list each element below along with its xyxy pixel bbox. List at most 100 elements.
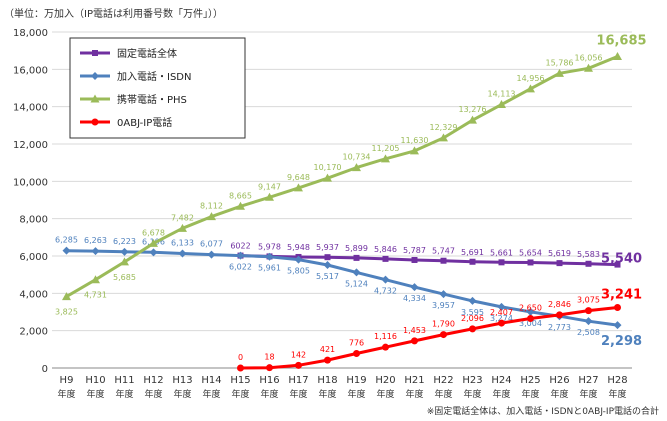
data-label: 6,263 bbox=[84, 236, 107, 245]
x-tick-label: H17 bbox=[288, 375, 308, 386]
data-point bbox=[323, 261, 332, 270]
x-tick-suffix: 年度 bbox=[231, 388, 249, 400]
data-label: 5,517 bbox=[316, 272, 339, 281]
data-label-end: 16,685 bbox=[596, 34, 646, 49]
x-tick-suffix: 年度 bbox=[492, 388, 510, 400]
data-point bbox=[526, 84, 535, 93]
data-label: 14,956 bbox=[517, 74, 545, 83]
data-point bbox=[410, 146, 419, 155]
data-label: 5,805 bbox=[287, 267, 310, 276]
data-point bbox=[440, 257, 447, 264]
data-label: 6,285 bbox=[55, 236, 78, 245]
data-label: 5,747 bbox=[432, 247, 455, 256]
data-label: 13,276 bbox=[459, 105, 487, 114]
x-tick-suffix: 年度 bbox=[434, 388, 452, 400]
data-point bbox=[411, 337, 418, 345]
data-label: 9,147 bbox=[258, 182, 281, 191]
x-tick-label: H21 bbox=[404, 375, 424, 386]
data-label: 5,899 bbox=[345, 244, 368, 253]
x-tick-label: H24 bbox=[491, 375, 511, 386]
y-tick-label: 12,000 bbox=[13, 140, 48, 151]
data-point bbox=[324, 254, 331, 261]
data-point bbox=[352, 268, 361, 277]
data-point bbox=[555, 68, 564, 77]
data-point bbox=[556, 260, 563, 267]
data-label: 3,825 bbox=[55, 308, 78, 317]
x-tick-label: H22 bbox=[433, 375, 453, 386]
data-label-end: 5,540 bbox=[601, 252, 642, 267]
data-label: 5,978 bbox=[258, 242, 281, 251]
x-tick-suffix: 年度 bbox=[318, 388, 336, 400]
legend-label: 0ABJ-IP電話 bbox=[117, 116, 172, 129]
data-point bbox=[353, 350, 360, 358]
x-tick-label: H19 bbox=[346, 375, 366, 386]
data-point bbox=[468, 296, 477, 305]
data-point bbox=[236, 251, 245, 260]
data-point bbox=[439, 290, 448, 299]
data-label: 5,654 bbox=[519, 248, 542, 257]
data-label: 3,075 bbox=[577, 296, 600, 305]
data-point bbox=[207, 212, 216, 221]
data-label: 3,595 bbox=[461, 308, 484, 317]
data-point bbox=[381, 275, 390, 284]
data-point bbox=[178, 249, 187, 258]
data-label: 4,732 bbox=[374, 287, 397, 296]
data-point bbox=[585, 307, 592, 315]
data-label: 421 bbox=[320, 345, 335, 354]
footnote: ※固定電話全体は、加入電話・ISDNと0ABJ-IP電話の合計 bbox=[426, 407, 659, 417]
data-label: 2,096 bbox=[461, 314, 484, 323]
data-point bbox=[91, 247, 100, 256]
data-label: 2,650 bbox=[519, 304, 542, 313]
y-tick-label: 18,000 bbox=[13, 28, 48, 39]
data-label: 11,630 bbox=[401, 136, 429, 145]
data-label: 15,786 bbox=[546, 58, 574, 67]
data-label-end: 2,298 bbox=[601, 334, 642, 349]
data-point bbox=[584, 317, 593, 326]
data-point bbox=[294, 255, 303, 264]
legend-label: 携帯電話・PHS bbox=[117, 93, 187, 106]
y-tick-label: 0 bbox=[42, 364, 48, 375]
data-point bbox=[584, 63, 593, 72]
data-point bbox=[91, 118, 99, 126]
y-tick-label: 2,000 bbox=[19, 327, 48, 338]
x-tick-label: H11 bbox=[114, 375, 134, 386]
data-point bbox=[469, 325, 476, 333]
legend-label: 加入電話・ISDN bbox=[117, 70, 191, 83]
data-point bbox=[149, 238, 158, 247]
data-label: 8,112 bbox=[200, 202, 223, 211]
x-tick-label: H20 bbox=[375, 375, 395, 386]
data-label: 7,482 bbox=[171, 213, 194, 222]
x-tick-suffix: 年度 bbox=[173, 388, 191, 400]
data-point bbox=[91, 72, 99, 80]
data-label: 2,407 bbox=[490, 308, 513, 317]
data-point bbox=[266, 364, 273, 372]
data-label: 5,961 bbox=[258, 264, 281, 273]
x-tick-suffix: 年度 bbox=[376, 388, 394, 400]
x-tick-label: H27 bbox=[578, 375, 598, 386]
data-point bbox=[295, 361, 302, 369]
data-point bbox=[498, 319, 505, 327]
x-tick-suffix: 年度 bbox=[521, 388, 539, 400]
data-point bbox=[207, 250, 216, 259]
data-label: 2,846 bbox=[548, 300, 571, 309]
x-tick-suffix: 年度 bbox=[579, 388, 597, 400]
series-line bbox=[65, 55, 619, 298]
x-tick-label: H18 bbox=[317, 375, 337, 386]
series-line bbox=[240, 254, 618, 267]
x-tick-suffix: 年度 bbox=[115, 388, 133, 400]
y-tick-label: 6,000 bbox=[19, 252, 48, 263]
data-label: 4,731 bbox=[84, 291, 107, 300]
data-label: 3,274 bbox=[490, 314, 513, 323]
x-tick-suffix: 年度 bbox=[86, 388, 104, 400]
data-label: 2,773 bbox=[548, 323, 571, 332]
data-point bbox=[120, 257, 129, 266]
data-point bbox=[324, 356, 331, 364]
x-tick-suffix: 年度 bbox=[463, 388, 481, 400]
data-point bbox=[468, 115, 477, 124]
data-label: 1,116 bbox=[374, 332, 397, 341]
data-point bbox=[614, 261, 621, 268]
x-tick-label: H13 bbox=[172, 375, 192, 386]
x-tick-suffix: 年度 bbox=[405, 388, 423, 400]
x-tick-label: H16 bbox=[259, 375, 279, 386]
